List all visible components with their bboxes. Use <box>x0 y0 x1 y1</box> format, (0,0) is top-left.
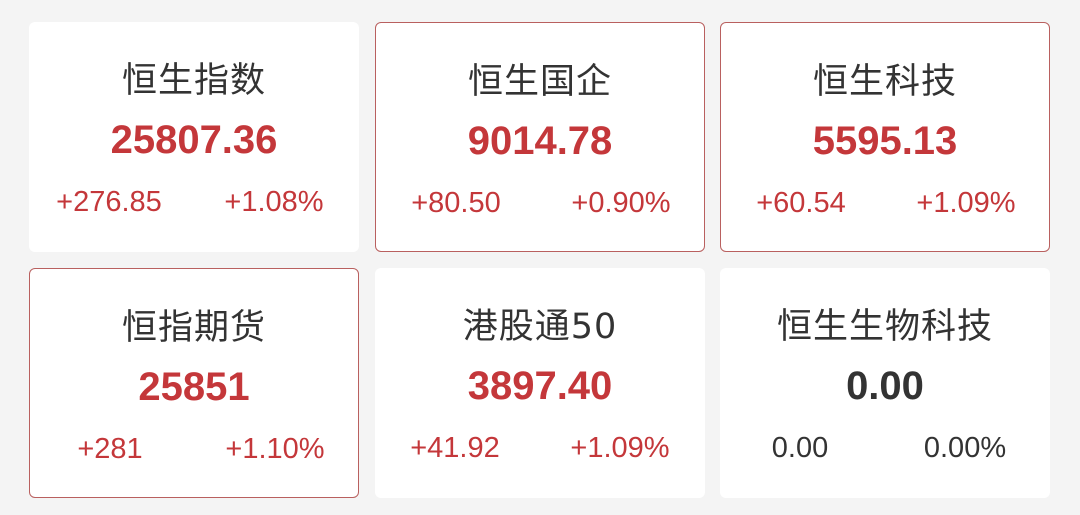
index-change: +276.85 <box>56 186 162 218</box>
index-percent: +1.10% <box>225 433 325 465</box>
index-card-biotech[interactable]: 恒生生物科技 0.00 0.00 0.00% <box>720 268 1050 498</box>
index-value: 25851 <box>138 365 250 409</box>
index-card-hang-seng[interactable]: 恒生指数 25807.36 +276.85 +1.08% <box>29 22 359 252</box>
index-card-hscei[interactable]: 恒生国企 9014.78 +80.50 +0.90% <box>375 22 705 252</box>
index-percent: +1.08% <box>224 186 324 218</box>
index-value: 9014.78 <box>467 119 613 163</box>
index-percent: +1.09% <box>916 187 1016 219</box>
index-change: +41.92 <box>410 432 500 464</box>
index-name: 港股通50 <box>462 307 618 347</box>
index-percent: 0.00% <box>923 432 1007 464</box>
index-value: 25807.36 <box>110 118 278 162</box>
index-card-connect-50[interactable]: 港股通50 3897.40 +41.92 +1.09% <box>375 268 705 498</box>
index-card-hstech[interactable]: 恒生科技 5595.13 +60.54 +1.09% <box>720 22 1050 252</box>
index-name: 恒生国企 <box>467 62 612 102</box>
index-change: +60.54 <box>756 187 846 219</box>
index-value: 0.00 <box>846 364 924 408</box>
index-value: 5595.13 <box>812 119 958 163</box>
index-name: 恒指期货 <box>121 308 266 348</box>
index-name: 恒生科技 <box>812 62 957 102</box>
index-name: 恒生指数 <box>121 61 266 101</box>
index-percent: +1.09% <box>570 432 670 464</box>
index-change: +281 <box>77 433 143 465</box>
index-name: 恒生生物科技 <box>776 307 993 347</box>
index-change: +80.50 <box>411 187 501 219</box>
index-card-hsi-futures[interactable]: 恒指期货 25851 +281 +1.10% <box>29 268 359 498</box>
index-percent: +0.90% <box>571 187 671 219</box>
index-value: 3897.40 <box>467 364 613 408</box>
index-change: 0.00 <box>771 432 829 464</box>
